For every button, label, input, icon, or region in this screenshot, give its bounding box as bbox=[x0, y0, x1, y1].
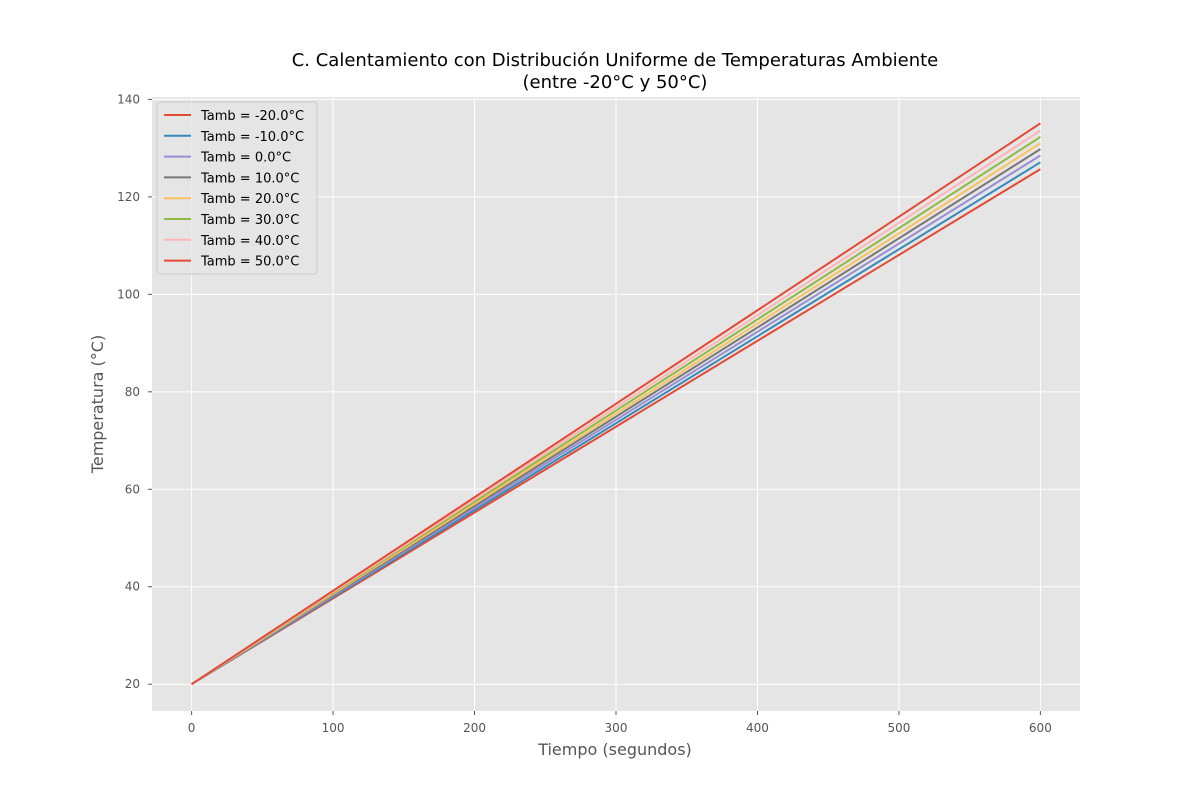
legend-box bbox=[156, 101, 318, 275]
y-tick-label: 40 bbox=[125, 580, 140, 594]
x-tick-label: 500 bbox=[887, 721, 910, 735]
legend-label-4: Tamb = 20.0°C bbox=[200, 192, 299, 207]
y-tick-label: 80 bbox=[125, 385, 140, 399]
series-line-6 bbox=[191, 129, 1041, 686]
y-tick-label: 100 bbox=[117, 287, 140, 301]
x-tick-label: 600 bbox=[1029, 721, 1052, 735]
legend-label-5: Tamb = 30.0°C bbox=[200, 213, 299, 228]
legend-label-2: Tamb = 0.0°C bbox=[200, 151, 291, 166]
x-axis-ticks: 0 100 200 300 400 500 600 bbox=[188, 711, 1052, 735]
chart-subtitle: (entre -20°C y 50°C) bbox=[523, 72, 708, 93]
chart-title: C. Calentamiento con Distribución Unifor… bbox=[292, 50, 939, 71]
y-axis-ticks: 20 40 60 80 100 120 140 bbox=[117, 92, 152, 691]
y-tick-label: 140 bbox=[117, 92, 140, 106]
x-axis-title: Tiempo (segundos) bbox=[537, 740, 692, 759]
series-lines bbox=[191, 122, 1041, 686]
y-tick-label: 120 bbox=[117, 190, 140, 204]
legend-label-1: Tamb = -10.0°C bbox=[200, 130, 304, 145]
legend-label-6: Tamb = 40.0°C bbox=[200, 234, 299, 249]
y-tick-label: 20 bbox=[125, 677, 140, 691]
x-tick-label: 0 bbox=[188, 721, 196, 735]
legend-label-0: Tamb = -20.0°C bbox=[200, 109, 304, 124]
x-tick-label: 300 bbox=[605, 721, 628, 735]
y-tick-label: 60 bbox=[125, 482, 140, 496]
x-tick-label: 200 bbox=[463, 721, 486, 735]
x-tick-label: 400 bbox=[746, 721, 769, 735]
grid bbox=[152, 97, 1080, 711]
series-line-7 bbox=[191, 122, 1041, 686]
legend: Tamb = -20.0°C Tamb = -10.0°C Tamb = 0.0°C… bbox=[156, 101, 318, 275]
legend-label-7: Tamb = 50.0°C bbox=[200, 255, 299, 270]
y-axis-title: Temperatura (°C) bbox=[88, 335, 107, 474]
x-tick-label: 100 bbox=[322, 721, 345, 735]
legend-label-3: Tamb = 10.0°C bbox=[200, 171, 299, 186]
